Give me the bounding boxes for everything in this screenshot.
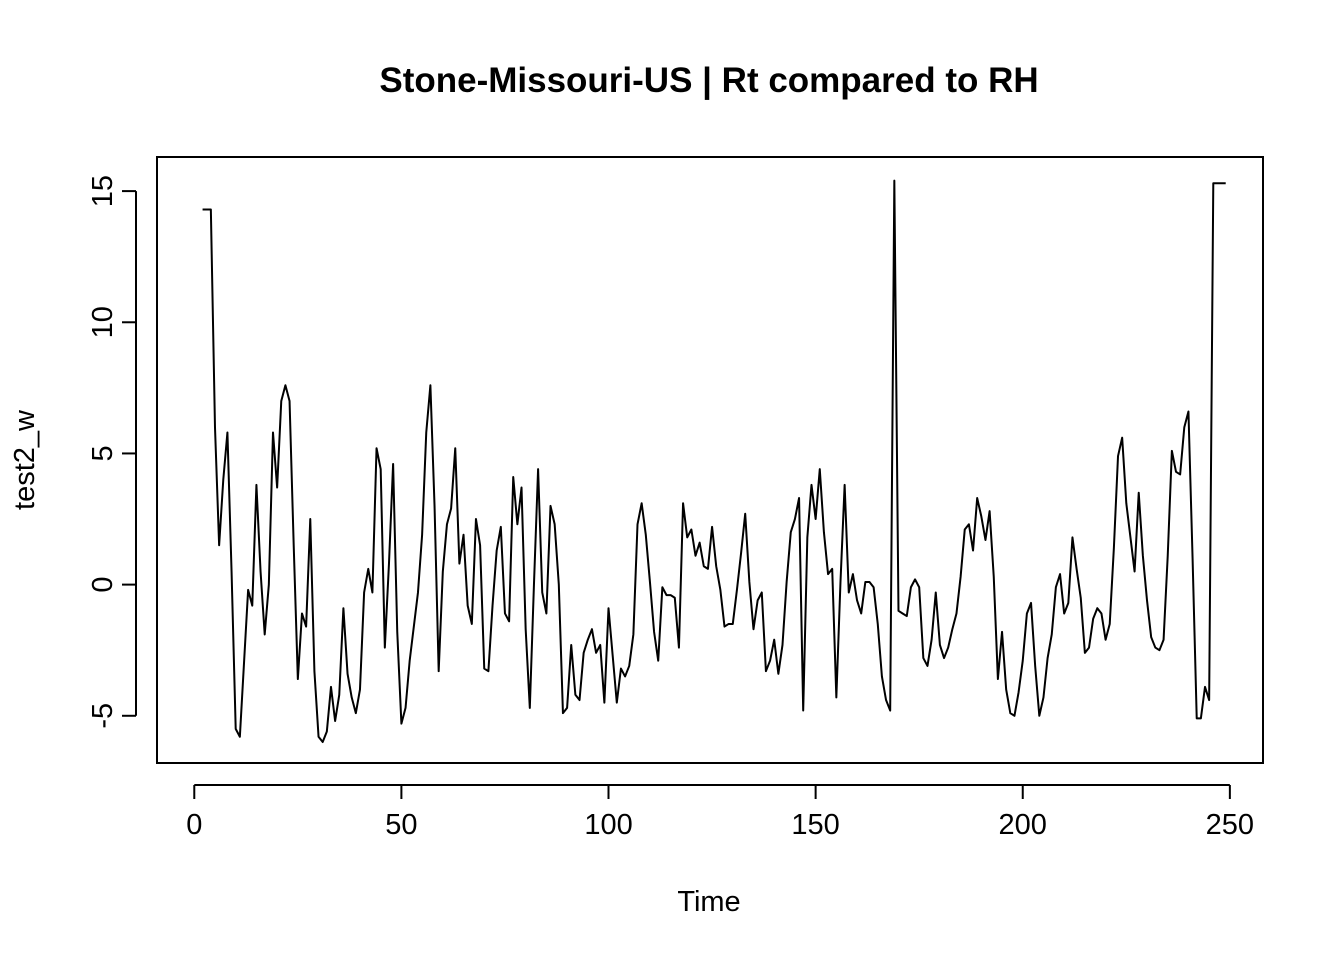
chart-title: Stone-Missouri-US | Rt compared to RH [379, 61, 1038, 100]
x-tick-label: 250 [1206, 809, 1254, 841]
x-tick-label: 100 [584, 809, 632, 841]
y-tick-label: -5 [87, 703, 119, 729]
y-tick-label: 5 [87, 445, 119, 461]
x-tick-label: 0 [186, 809, 202, 841]
y-tick-label: 10 [87, 306, 119, 338]
series-line-test2_w [202, 179, 1226, 744]
y-axis-label: test2_w [9, 409, 41, 510]
y-tick-label: 15 [87, 175, 119, 207]
x-axis-label: Time [677, 886, 740, 918]
x-tick-label: 50 [385, 809, 417, 841]
y-axis: -5 0 5 10 15 [87, 175, 137, 729]
y-tick-label: 0 [87, 577, 119, 593]
x-tick-label: 200 [999, 809, 1047, 841]
x-tick-label: 150 [791, 809, 839, 841]
x-axis: 0 50 100 150 200 250 [186, 784, 1254, 841]
plot-frame [156, 156, 1264, 764]
